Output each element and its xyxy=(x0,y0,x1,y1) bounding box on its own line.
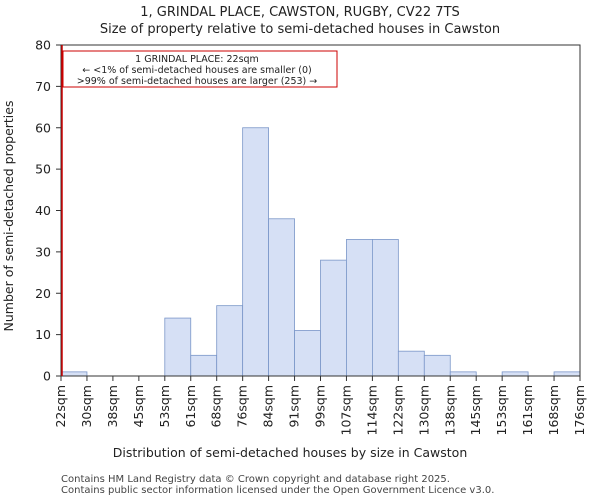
annotation-line-3: >99% of semi-detached houses are larger … xyxy=(77,76,318,87)
chart-title-line-2: Size of property relative to semi-detach… xyxy=(100,22,500,37)
bar-53sqm xyxy=(164,317,192,377)
annotation-line-2: ← <1% of semi-detached houses are smalle… xyxy=(82,65,311,76)
x-tick-label: 84sqm xyxy=(261,385,276,428)
x-tick-label: 145sqm xyxy=(468,385,483,435)
footer-line-1: Contains HM Land Registry data © Crown c… xyxy=(61,474,450,485)
footer-line-2: Contains public sector information licen… xyxy=(61,485,495,496)
bar-114sqm xyxy=(371,239,399,377)
x-axis-label: Distribution of semi-detached houses by … xyxy=(113,445,468,460)
bar-61sqm xyxy=(190,354,218,377)
bar-99sqm xyxy=(320,259,347,377)
x-tick-label: 30sqm xyxy=(79,385,94,428)
x-tick-label: 53sqm xyxy=(157,385,172,428)
plot-frame xyxy=(60,44,581,377)
annotation-frame xyxy=(62,50,338,88)
bar-168sqm xyxy=(553,371,581,377)
x-tick-label: 61sqm xyxy=(183,385,198,428)
y-tick-label: 70 xyxy=(35,79,51,94)
y-tick-label: 10 xyxy=(35,327,51,342)
y-axis-label: Number of semi-detached properties xyxy=(1,101,16,332)
x-tick-label: 122sqm xyxy=(390,385,405,435)
bar-68sqm xyxy=(216,305,244,377)
y-tick-label: 80 xyxy=(35,38,51,53)
bars-group xyxy=(60,127,581,377)
annotation-box: 1 GRINDAL PLACE: 22sqm ← <1% of semi-det… xyxy=(62,50,338,88)
x-tick-label: 38sqm xyxy=(105,385,120,428)
bar-138sqm xyxy=(449,371,477,377)
x-tick-label: 176sqm xyxy=(572,385,587,435)
x-tick-label: 68sqm xyxy=(209,385,224,428)
x-tick-label: 168sqm xyxy=(546,385,561,435)
x-tick-label: 138sqm xyxy=(442,385,457,435)
bar-22sqm xyxy=(60,371,88,377)
y-tick-label: 30 xyxy=(35,244,51,259)
x-tick-label: 153sqm xyxy=(494,385,509,435)
bar-122sqm xyxy=(397,350,425,377)
bar-130sqm xyxy=(423,354,451,377)
annotation-line-1: 1 GRINDAL PLACE: 22sqm xyxy=(135,54,259,65)
y-tick-label: 50 xyxy=(35,162,51,177)
bar-153sqm xyxy=(501,371,529,377)
x-tick-label: 91sqm xyxy=(287,385,302,428)
bar-76sqm xyxy=(242,127,269,377)
chart-title-line-1: 1, GRINDAL PLACE, CAWSTON, RUGBY, CV22 7… xyxy=(140,5,460,20)
x-tick-label: 114sqm xyxy=(364,385,379,435)
y-tick-label: 20 xyxy=(35,286,51,301)
x-ticks-group: 22sqm 30sqm 38sqm 45sqm 53sqm 61sqm 68sqm 76sqm… xyxy=(53,376,587,435)
x-tick-label: 161sqm xyxy=(520,385,535,435)
x-tick-label: 130sqm xyxy=(416,385,431,435)
x-tick-label: 76sqm xyxy=(235,385,250,428)
y-tick-label: 60 xyxy=(35,120,51,135)
x-tick-label: 107sqm xyxy=(338,385,353,435)
y-tick-label: 0 xyxy=(43,369,51,384)
bar-84sqm xyxy=(268,218,295,377)
bar-107sqm xyxy=(346,239,373,377)
bar-91sqm xyxy=(294,330,321,377)
x-tick-label: 45sqm xyxy=(131,385,146,428)
y-tick-label: 40 xyxy=(35,203,51,218)
y-ticks-group: 0 10 20 30 40 50 60 70 80 xyxy=(35,38,61,384)
x-tick-label: 22sqm xyxy=(53,385,68,428)
x-tick-label: 99sqm xyxy=(313,385,328,428)
